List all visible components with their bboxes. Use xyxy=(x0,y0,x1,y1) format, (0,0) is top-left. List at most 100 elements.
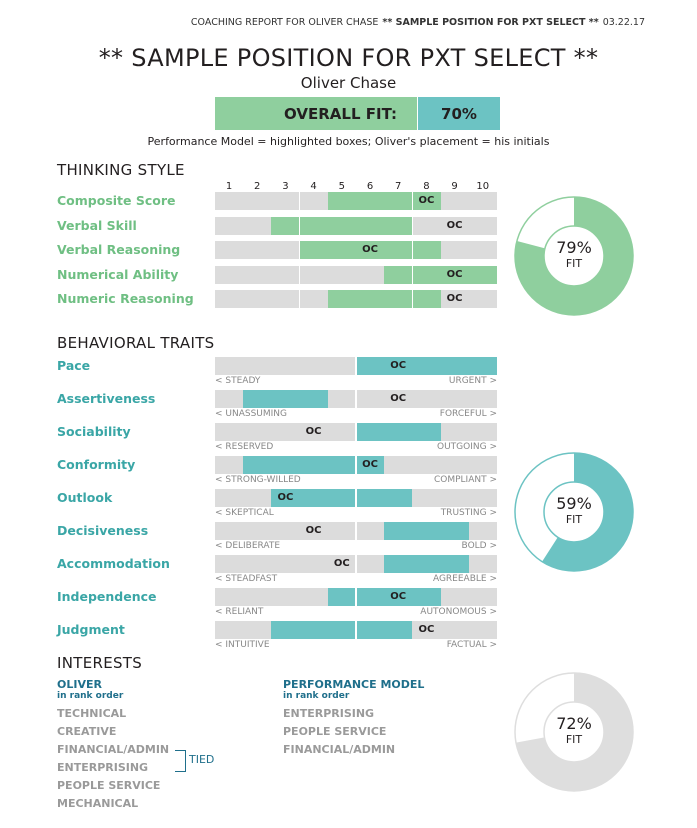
scale-bar: OC xyxy=(215,216,497,235)
candidate-marker: OC xyxy=(418,624,435,635)
behavioral-traits-heading: BEHAVIORAL TRAITS xyxy=(57,334,215,352)
scale-right-label: FORCEFUL > xyxy=(439,409,497,419)
candidate-marker: OC xyxy=(305,426,322,437)
scale-tick: 9 xyxy=(451,181,458,192)
scale-left-label: < UNASSUMING xyxy=(215,409,288,419)
scale-bar: OC xyxy=(215,241,497,260)
bar-divider xyxy=(355,456,357,474)
fit-percent: 59% xyxy=(556,494,592,513)
candidate-marker: OC xyxy=(390,591,407,602)
scale-ends: < UNASSUMING FORCEFUL > xyxy=(215,409,497,419)
scale-left-label: < DELIBERATE xyxy=(215,541,281,551)
scale-right-label: URGENT > xyxy=(448,376,497,386)
scale-ends: < RESERVED OUTGOING > xyxy=(215,442,497,452)
scale-tick: 4 xyxy=(310,181,317,192)
interest-item: FINANCIAL/ADMIN xyxy=(283,743,396,756)
trait-label: Numeric Reasoning xyxy=(57,291,194,307)
scale-right-label: TRUSTING > xyxy=(440,508,497,518)
behavioral-fit-donut-arc xyxy=(515,453,633,571)
bar-divider xyxy=(355,522,357,540)
scale-ends: < INTUITIVE FACTUAL > xyxy=(215,640,497,650)
bar-divider xyxy=(411,265,414,284)
candidate-marker: OC xyxy=(362,244,378,256)
scale-tick: 5 xyxy=(338,181,345,192)
bar-divider xyxy=(355,555,357,573)
interests-fit-donut-label: 72% FIT xyxy=(534,714,614,746)
bar-divider xyxy=(411,192,414,210)
legend-text: Performance Model = highlighted boxes; O… xyxy=(147,135,550,148)
scale-ends: < RELIANT AUTONOMOUS > xyxy=(215,607,497,617)
scale-left-label: < RESERVED xyxy=(215,442,274,452)
scale-bar: OC xyxy=(215,522,497,540)
tied-label: TIED xyxy=(189,753,215,766)
overall-fit-value: 70% xyxy=(418,97,500,130)
bar-divider xyxy=(298,290,301,309)
interest-item: MECHANICAL xyxy=(57,797,139,810)
scale-bar: OC xyxy=(215,456,497,474)
scale-right-label: BOLD > xyxy=(461,541,497,551)
candidate-marker: OC xyxy=(446,293,463,305)
scale-tick: 1 xyxy=(225,181,233,192)
scale-ends: < DELIBERATE BOLD > xyxy=(215,541,497,551)
bar-divider xyxy=(298,241,301,260)
report-header: COACHING REPORT FOR OLIVER CHASE ** SAMPL… xyxy=(191,17,645,28)
scale-ends: < STRONG-WILLED COMPLIANT > xyxy=(215,475,497,485)
bar-divider xyxy=(355,489,357,507)
header-position: ** SAMPLE POSITION FOR PXT SELECT ** xyxy=(382,17,599,28)
interest-item: FINANCIAL/ADMIN xyxy=(57,743,170,756)
bar-divider xyxy=(411,241,414,260)
scale-tick: 8 xyxy=(423,181,430,192)
behavioral-fit-donut-label: 59% FIT xyxy=(534,494,614,526)
fit-caption: FIT xyxy=(565,733,583,746)
bar-divider xyxy=(411,290,414,309)
scale-bar: OC xyxy=(215,265,497,284)
scale-tick: 3 xyxy=(282,181,289,192)
model-range xyxy=(243,390,328,408)
trait-label: Outlook xyxy=(57,490,113,505)
model-range xyxy=(384,522,469,540)
trait-label: Pace xyxy=(57,358,91,373)
oliver-interests: OLIVER in rank order TECHNICAL CREATIVE FI… xyxy=(57,678,169,810)
model-range xyxy=(299,241,441,260)
candidate-marker: OC xyxy=(390,393,407,404)
overall-fit-label: OVERALL FIT: xyxy=(215,97,417,130)
model-range xyxy=(271,216,413,235)
report-date: 03.22.17 xyxy=(602,17,645,28)
scale-right-label: FACTUAL > xyxy=(446,640,497,650)
scale-bar: OC xyxy=(215,489,497,507)
bar-divider xyxy=(355,621,357,639)
trait-label: Sociability xyxy=(57,424,131,439)
scale-bar: OC xyxy=(215,588,497,606)
bar-divider xyxy=(298,216,301,235)
scale-tick: 10 xyxy=(476,181,490,192)
interest-item: PEOPLE SERVICE xyxy=(283,725,387,738)
tied-bracket xyxy=(175,750,186,772)
trait-label: Conformity xyxy=(57,457,136,472)
scale-ends: < STEADY URGENT > xyxy=(215,376,497,386)
trait-label: Verbal Reasoning xyxy=(57,242,181,258)
scale-right-label: OUTGOING > xyxy=(437,442,497,452)
scale-ends: < SKEPTICAL TRUSTING > xyxy=(215,508,497,518)
trait-label: Assertiveness xyxy=(57,391,156,406)
bar-divider xyxy=(355,588,357,606)
candidate-marker: OC xyxy=(333,558,350,569)
scale-bar: OC xyxy=(215,621,497,639)
candidate-marker: OC xyxy=(390,360,407,371)
candidate-marker: OC xyxy=(446,268,463,280)
model-range xyxy=(356,357,497,375)
report-title: COACHING REPORT FOR OLIVER CHASE xyxy=(190,17,379,28)
model-range xyxy=(243,456,385,474)
interest-item: TECHNICAL xyxy=(57,707,127,720)
model-heading: PERFORMANCE MODEL xyxy=(283,678,425,691)
fit-caption: FIT xyxy=(565,257,583,270)
trait-label: Accommodation xyxy=(57,556,170,571)
thinking-fit-donut-label: 79% FIT xyxy=(534,238,614,270)
scale-bar: OC xyxy=(215,290,497,309)
interests-fit-donut-arc xyxy=(515,673,633,791)
scale-left-label: < INTUITIVE xyxy=(215,640,270,650)
trait-label: Composite Score xyxy=(57,193,176,208)
fit-percent: 72% xyxy=(556,714,592,733)
scale-left-label: < STEADFAST xyxy=(215,574,278,584)
bar-divider xyxy=(411,216,414,235)
